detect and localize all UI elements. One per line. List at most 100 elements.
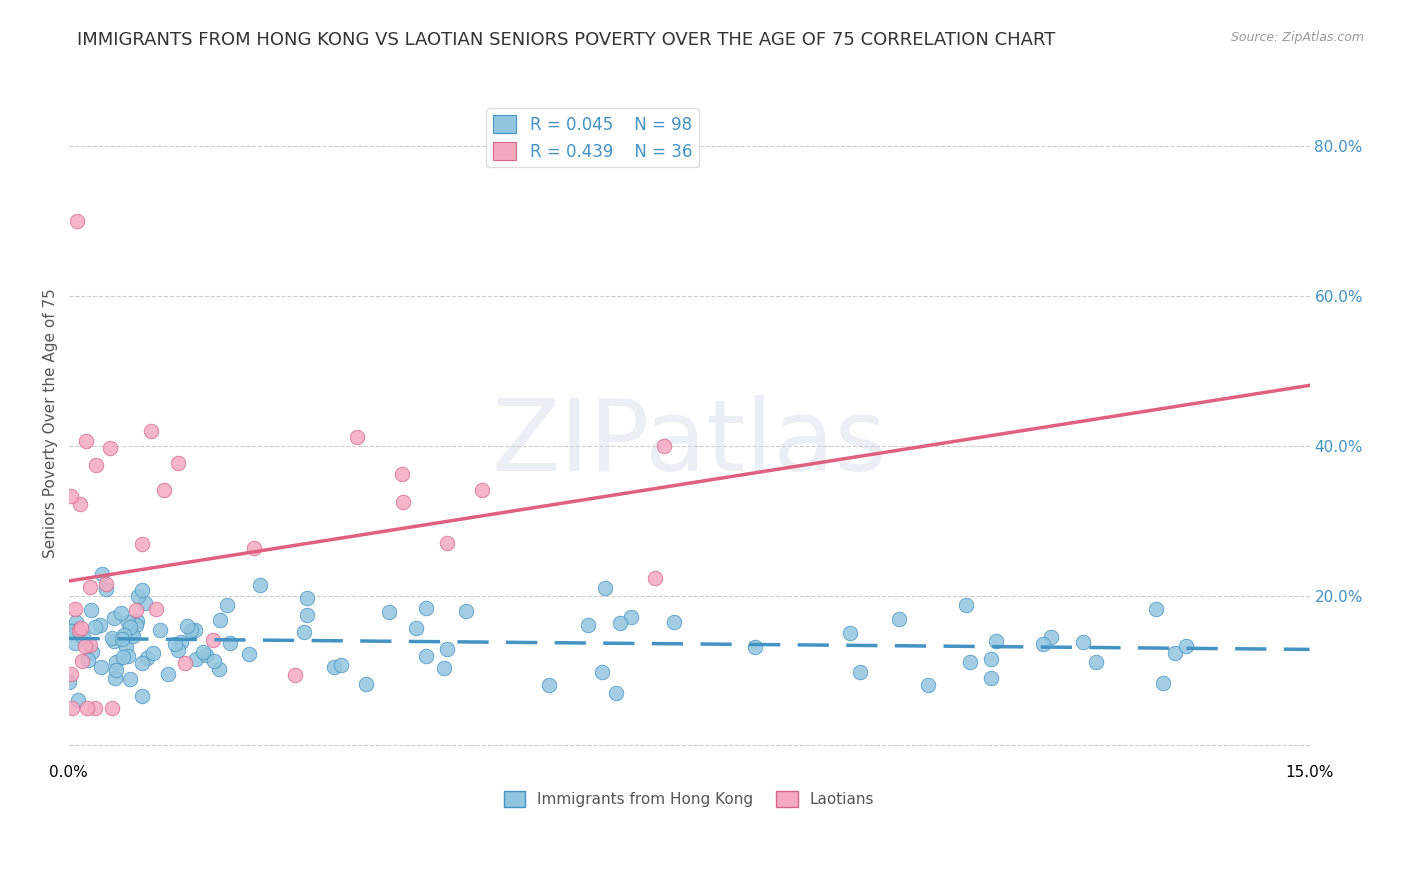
Point — [79, 638, 101, 652]
Point — [100, 631, 122, 645]
Point — [1175, 639, 1198, 653]
Point — [329, 658, 352, 673]
Point — [1040, 631, 1063, 645]
Point — [66, 214, 89, 228]
Point — [136, 651, 159, 665]
Point — [103, 611, 125, 625]
Point — [662, 615, 685, 629]
Point — [75, 640, 97, 654]
Point — [839, 626, 862, 640]
Point — [980, 671, 1002, 685]
Point — [202, 654, 225, 668]
Point — [145, 602, 167, 616]
Point — [125, 603, 148, 617]
Point — [75, 434, 97, 449]
Point — [591, 665, 613, 679]
Point — [984, 633, 1007, 648]
Point — [391, 494, 413, 508]
Point — [1152, 676, 1174, 690]
Point — [955, 598, 977, 612]
Point — [110, 606, 132, 620]
Point — [173, 656, 195, 670]
Point — [848, 665, 870, 680]
Point — [94, 577, 117, 591]
Point — [60, 489, 83, 503]
Point — [58, 674, 80, 689]
Point — [436, 642, 458, 657]
Point — [163, 637, 186, 651]
Point — [76, 701, 98, 715]
Point — [284, 668, 307, 682]
Point — [354, 677, 377, 691]
Point — [111, 632, 134, 646]
Point — [67, 693, 90, 707]
Point — [176, 619, 198, 633]
Point — [183, 624, 205, 638]
Point — [620, 610, 643, 624]
Point — [131, 583, 153, 598]
Point — [142, 646, 165, 660]
Point — [167, 456, 190, 470]
Point — [59, 666, 82, 681]
Point — [131, 690, 153, 704]
Point — [186, 652, 208, 666]
Point — [1144, 602, 1167, 616]
Point — [60, 624, 83, 638]
Point — [72, 630, 94, 644]
Point — [980, 652, 1002, 666]
Point — [127, 589, 149, 603]
Point — [127, 614, 149, 628]
Text: ZIPatlas: ZIPatlas — [491, 395, 887, 492]
Point — [470, 483, 492, 497]
Point — [180, 623, 202, 637]
Point — [538, 678, 561, 692]
Point — [605, 686, 627, 700]
Point — [89, 618, 111, 632]
Point — [77, 653, 100, 667]
Point — [65, 636, 87, 650]
Point — [405, 621, 427, 635]
Point — [209, 613, 232, 627]
Point — [202, 632, 225, 647]
Point — [105, 655, 128, 669]
Point — [415, 600, 437, 615]
Point — [112, 628, 135, 642]
Point — [1071, 634, 1094, 648]
Point — [609, 615, 631, 630]
Point — [652, 439, 675, 453]
Point — [82, 645, 104, 659]
Point — [101, 701, 124, 715]
Point — [1032, 637, 1054, 651]
Point — [117, 615, 139, 630]
Point — [65, 622, 87, 636]
Point — [295, 591, 318, 606]
Point — [70, 655, 93, 669]
Point — [83, 620, 105, 634]
Point — [114, 640, 136, 655]
Point — [292, 625, 315, 640]
Point — [120, 672, 142, 686]
Point — [157, 666, 180, 681]
Text: IMMIGRANTS FROM HONG KONG VS LAOTIAN SENIORS POVERTY OVER THE AGE OF 75 CORRELAT: IMMIGRANTS FROM HONG KONG VS LAOTIAN SEN… — [77, 31, 1056, 49]
Point — [84, 458, 107, 472]
Point — [60, 701, 83, 715]
Point — [391, 467, 413, 482]
Point — [889, 611, 911, 625]
Point — [67, 624, 90, 638]
Point — [122, 629, 145, 643]
Point — [436, 536, 458, 550]
Point — [593, 582, 616, 596]
Point — [104, 663, 127, 677]
Point — [69, 497, 91, 511]
Point — [79, 580, 101, 594]
Point — [94, 582, 117, 597]
Point — [70, 621, 93, 635]
Point — [117, 648, 139, 663]
Point — [83, 701, 105, 715]
Point — [959, 656, 981, 670]
Point — [118, 620, 141, 634]
Point — [456, 604, 478, 618]
Point — [104, 672, 127, 686]
Text: Source: ZipAtlas.com: Source: ZipAtlas.com — [1230, 31, 1364, 45]
Point — [323, 659, 346, 673]
